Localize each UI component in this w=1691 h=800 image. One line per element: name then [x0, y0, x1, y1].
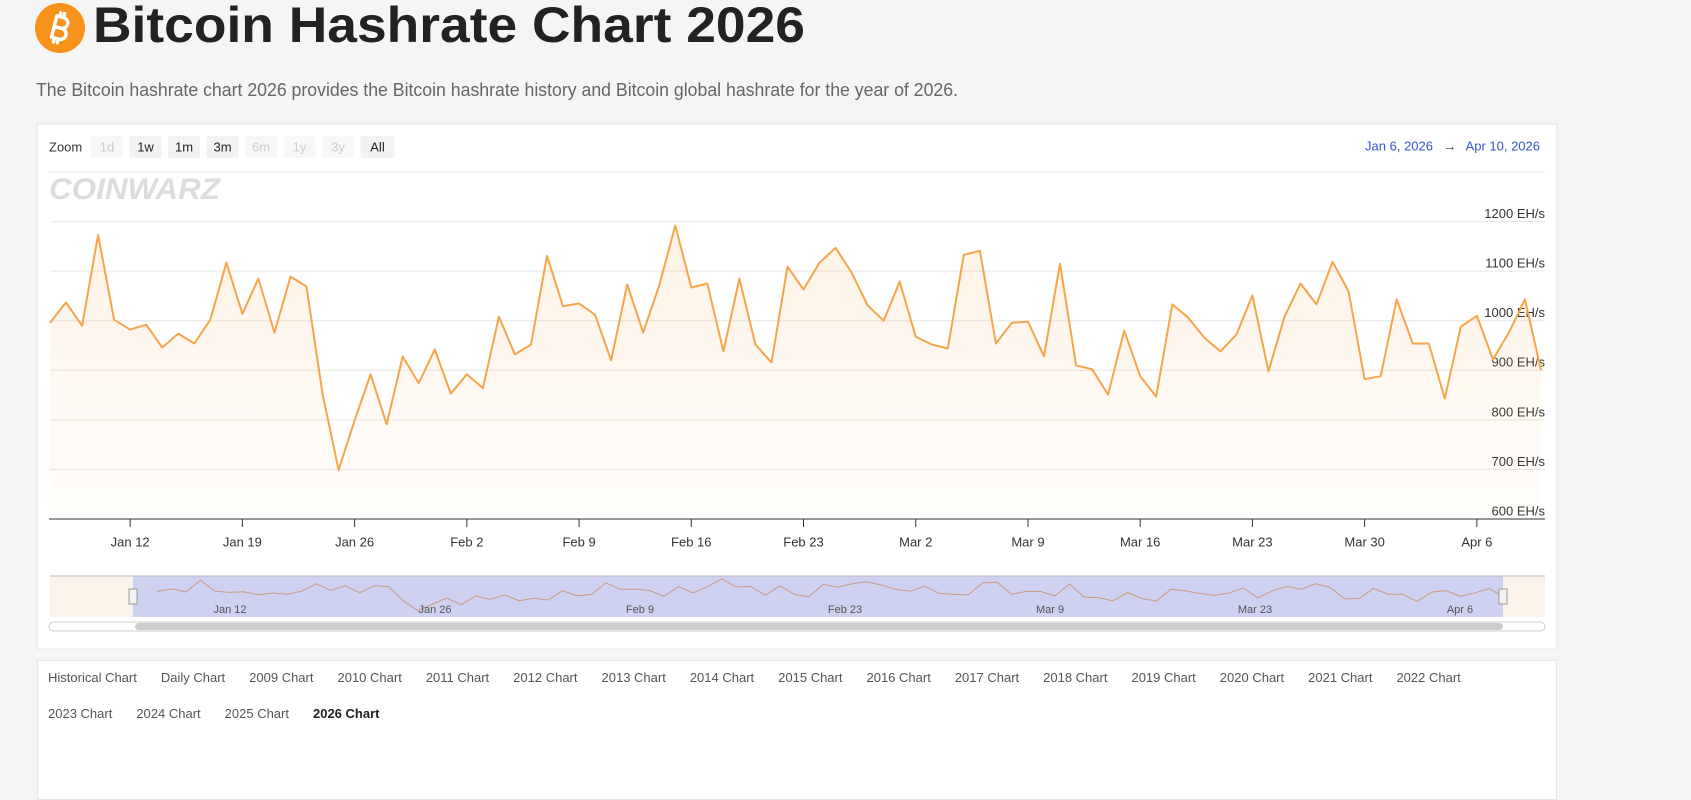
- scrollbar-thumb[interactable]: [135, 623, 1503, 630]
- page-title: Bitcoin Hashrate Chart 2026: [93, 0, 805, 53]
- bitcoin-icon: [35, 3, 85, 53]
- range-to[interactable]: Apr 10, 2026: [1466, 138, 1540, 153]
- x-tick-label: Feb 9: [562, 534, 595, 549]
- zoom-button-label: All: [370, 139, 385, 154]
- x-tick-label: Jan 12: [111, 534, 150, 549]
- navigator-handle[interactable]: [128, 588, 138, 605]
- chart-link[interactable]: 2020 Chart: [1219, 670, 1285, 685]
- chart-link[interactable]: 2014 Chart: [689, 670, 755, 685]
- chart-link[interactable]: 2015 Chart: [778, 670, 843, 685]
- zoom-button: [91, 136, 123, 158]
- navigator-label: Feb 23: [828, 604, 862, 616]
- navigator-label: Mar 9: [1036, 604, 1064, 616]
- chart-link[interactable]: Historical Chart: [48, 670, 137, 685]
- x-tick-label: Mar 23: [1232, 534, 1272, 549]
- navigator-label: Mar 23: [1238, 604, 1272, 616]
- zoom-button[interactable]: [168, 136, 200, 158]
- chart-link[interactable]: 2010 Chart: [337, 670, 402, 685]
- chart-link[interactable]: 2012 Chart: [513, 670, 578, 685]
- x-tick-label: Apr 6: [1461, 534, 1492, 549]
- zoom-button-label: 6m: [252, 139, 270, 154]
- page-description: The Bitcoin hashrate chart 2026 provides…: [36, 80, 958, 100]
- navigator-label: Feb 9: [626, 604, 654, 616]
- navigator-selection: [133, 576, 1503, 617]
- x-tick-label: Mar 30: [1344, 534, 1384, 549]
- chart-link[interactable]: 2016 Chart: [866, 670, 931, 685]
- zoom-button-label: 1y: [293, 139, 307, 154]
- watermark: COINWARZ: [49, 173, 222, 206]
- chart-links: Historical Chart Daily Chart 2009 Chart 201…: [37, 660, 1557, 800]
- chart-link[interactable]: 2013 Chart: [601, 670, 666, 685]
- zoom-label: Zoom: [49, 139, 82, 154]
- x-tick-label: Feb 23: [783, 534, 823, 549]
- zoom-button-label: 1d: [100, 139, 114, 154]
- x-tick-label: Mar 16: [1120, 534, 1160, 549]
- chart-page: Bitcoin Hashrate Chart 2026 The Bitcoin …: [35, 0, 1558, 650]
- zoom-button-label: 3m: [213, 139, 231, 154]
- chart-link[interactable]: 2019 Chart: [1131, 670, 1196, 685]
- zoom-button-label: 3y: [331, 139, 345, 154]
- line: [49, 224, 1542, 471]
- x-tick-label: Mar 9: [1011, 534, 1044, 549]
- range-from[interactable]: Jan 6, 2026: [1365, 138, 1433, 153]
- chart-link[interactable]: 2025 Chart: [224, 706, 289, 721]
- y-tick-label: 1200 EH/s: [1484, 206, 1545, 221]
- zoom-button: [245, 136, 277, 158]
- navigator: Jan 12 Jan 26 Feb 9 Feb 23 Mar 9 Mar 23 Apr 6: [50, 575, 1545, 617]
- chart-link[interactable]: 2024 Chart: [136, 706, 201, 721]
- chart-link[interactable]: 2021 Chart: [1308, 670, 1373, 685]
- chart-link[interactable]: 2011 Chart: [425, 670, 490, 685]
- navigator-label: Apr 6: [1447, 604, 1473, 616]
- y-tick-label: 1100 EH/s: [1485, 256, 1545, 271]
- chart-link[interactable]: Daily Chart: [160, 670, 226, 685]
- navigator-label: Jan 26: [418, 604, 451, 616]
- navigator-handle[interactable]: [1498, 588, 1508, 605]
- x-tick-label: Feb 2: [450, 534, 483, 549]
- y-tick-label: 1000 EH/s: [1484, 305, 1545, 320]
- navigator-background: [50, 576, 1545, 617]
- chart-link[interactable]: 2026 Chart: [312, 706, 380, 721]
- chart-link[interactable]: 2017 Chart: [954, 670, 1020, 685]
- zoom-button[interactable]: [129, 136, 162, 158]
- navigator-label: Jan 12: [213, 604, 246, 616]
- zoom-button-label: 1w: [137, 139, 154, 154]
- chart-link[interactable]: 2022 Chart: [1396, 670, 1461, 685]
- chart-link[interactable]: 2018 Chart: [1043, 670, 1108, 685]
- zoom-button: [322, 136, 354, 158]
- zoom-button: [283, 136, 316, 158]
- zoom-button[interactable]: [206, 136, 239, 158]
- zoom-button[interactable]: [360, 136, 395, 158]
- chart-link[interactable]: 2023 Chart: [48, 706, 113, 721]
- x-tick-label: Jan 26: [335, 534, 374, 549]
- x-tick-label: Jan 19: [223, 534, 262, 549]
- area: [50, 225, 1541, 519]
- chart-link[interactable]: 2009 Chart: [249, 670, 314, 685]
- range-arrow: →: [1444, 138, 1457, 153]
- x-tick-label: Feb 16: [671, 534, 711, 549]
- zoom-button-label: 1m: [175, 139, 193, 154]
- x-tick-label: Mar 2: [899, 534, 932, 549]
- navigator-line: [156, 578, 1505, 612]
